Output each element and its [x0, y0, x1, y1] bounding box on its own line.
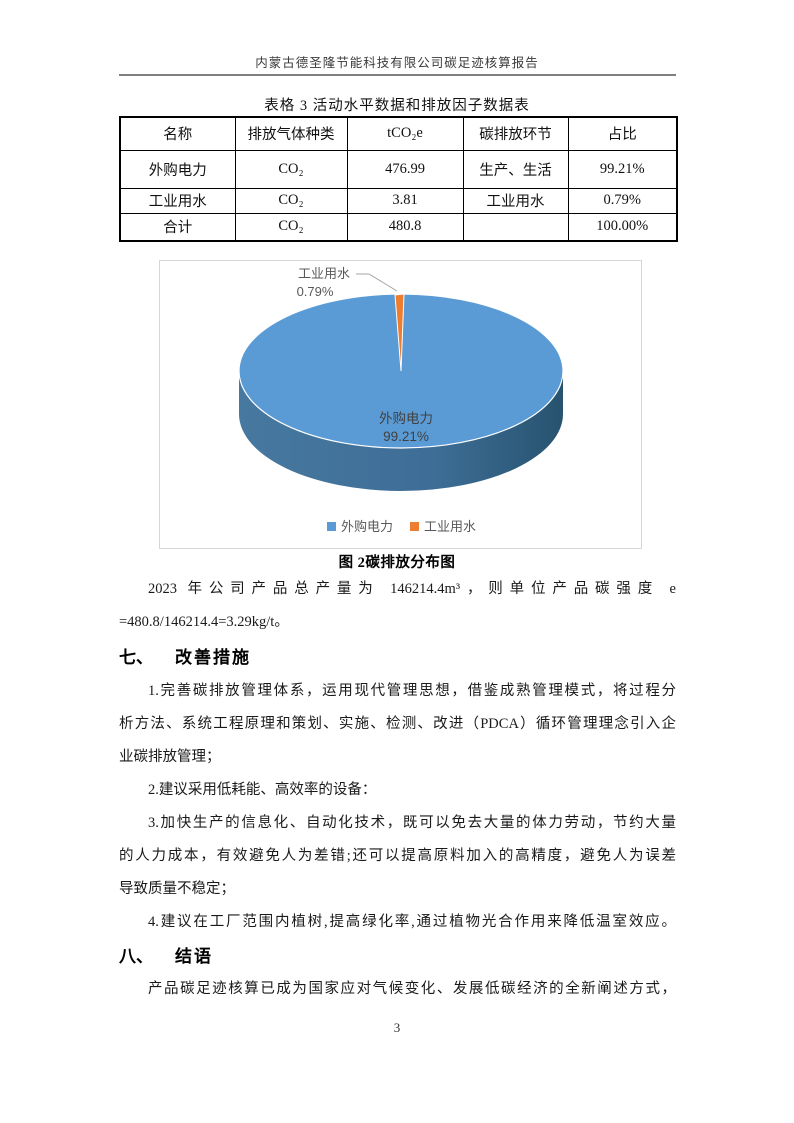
pie-chart: 工业用水 0.79% 外购电力 99.21% 外购电力 工业用水 — [159, 260, 642, 549]
header-divider — [119, 74, 676, 76]
paragraph-line: =480.8/146214.4=3.29kg/t。 — [119, 614, 289, 630]
callout-label-water: 工业用水 — [298, 266, 350, 281]
list-item-line: 的人力成本，有效避免人为差错;还可以提高原料加入的高精度，避免人为误差 — [119, 848, 676, 864]
list-item-line: 析方法、系统工程原理和策划、实施、检测、改进（PDCA）循环管理理念引入企 — [119, 716, 676, 732]
section-title: 结语 — [175, 946, 213, 966]
table-cell: 3.81 — [346, 187, 464, 214]
table-header-cell: tCO₂e — [346, 116, 464, 151]
table-title: 表格 3 活动水平数据和排放因子数据表 — [264, 98, 530, 114]
page-header-title: 内蒙古德圣隆节能科技有限公司碳足迹核算报告 — [255, 56, 539, 70]
table-cell: 外购电力 — [119, 149, 236, 189]
pie-slice-water — [394, 293, 405, 372]
table-row: 工业用水 CO₂ 3.81 工业用水 0.79% — [119, 187, 678, 214]
paragraph-line: 2023 年公司产品总产量为 146214.4m³，则单位产品碳强度 e — [148, 581, 676, 597]
body-content: 2023 年公司产品总产量为 146214.4m³，则单位产品碳强度 e =48… — [119, 573, 676, 1006]
list-item-line: 业碳排放管理； — [119, 749, 221, 765]
table-cell — [462, 212, 569, 242]
page-number: 3 — [393, 1020, 401, 1035]
figure-caption: 图 2碳排放分布图 — [338, 555, 456, 571]
legend-swatch-water — [410, 522, 419, 531]
table-header-cell: 名称 — [119, 116, 236, 151]
chart-legend: 外购电力 工业用水 — [327, 519, 476, 534]
table-cell: 生产、生活 — [462, 149, 569, 189]
table-header-cell: 占比 — [567, 116, 678, 151]
data-pct-electricity: 99.21% — [383, 429, 429, 444]
leader-line — [356, 273, 398, 292]
table-cell: 99.21% — [567, 149, 678, 189]
paragraph-line: 产品碳足迹核算已成为国家应对气候变化、发展低碳经济的全新阐述方式， — [148, 981, 676, 997]
table-cell: CO₂ — [234, 212, 348, 242]
legend-label-electricity: 外购电力 — [341, 519, 393, 534]
callout-pct-water: 0.79% — [297, 284, 334, 299]
section-title: 改善措施 — [175, 647, 251, 667]
list-item-line: 1.完善碳排放管理体系，运用现代管理思想，借鉴成熟管理模式，将过程分 — [148, 683, 676, 699]
table-header-cell: 碳排放环节 — [462, 116, 569, 151]
list-item-line: 2.建议采用低耗能、高效率的设备： — [148, 782, 377, 798]
table-header-cell: 排放气体种类 — [234, 116, 348, 151]
list-item-line: 导致质量不稳定； — [119, 881, 235, 897]
pie-chart-canvas: 工业用水 0.79% 外购电力 99.21% 外购电力 工业用水 — [238, 266, 564, 534]
table-row: 外购电力 CO₂ 476.99 生产、生活 99.21% — [119, 149, 678, 189]
section-heading-8: 八、 结语 — [119, 939, 676, 973]
legend-swatch-electricity — [327, 522, 336, 531]
table-cell: 480.8 — [346, 212, 464, 242]
table-cell: 工业用水 — [119, 187, 236, 214]
list-item-line: 3.加快生产的信息化、自动化技术，既可以免去大量的体力劳动，节约大量 — [148, 815, 676, 831]
section-number: 八、 — [119, 946, 153, 966]
table-cell: 100.00% — [567, 212, 678, 242]
table-cell: CO₂ — [234, 149, 348, 189]
list-item-line: 4.建议在工厂范围内植树,提高绿化率,通过植物光合作用来降低温室效应。 — [148, 914, 676, 930]
table-cell: 合计 — [119, 212, 236, 242]
section-number: 七、 — [119, 647, 153, 667]
table-cell: 476.99 — [346, 149, 464, 189]
table-cell: 0.79% — [567, 187, 678, 214]
legend-label-water: 工业用水 — [424, 519, 476, 534]
section-heading-7: 七、 改善措施 — [119, 639, 676, 675]
table-row: 合计 CO₂ 480.8 100.00% — [119, 212, 678, 242]
emissions-table: 名称 排放气体种类 tCO₂e 碳排放环节 占比 外购电力 CO₂ 476.99… — [119, 116, 678, 242]
pie-side-wall — [239, 371, 563, 491]
table-cell: 工业用水 — [462, 187, 569, 214]
data-label-electricity: 外购电力 — [379, 411, 433, 426]
table-header-row: 名称 排放气体种类 tCO₂e 碳排放环节 占比 — [119, 116, 678, 151]
table-cell: CO₂ — [234, 187, 348, 214]
